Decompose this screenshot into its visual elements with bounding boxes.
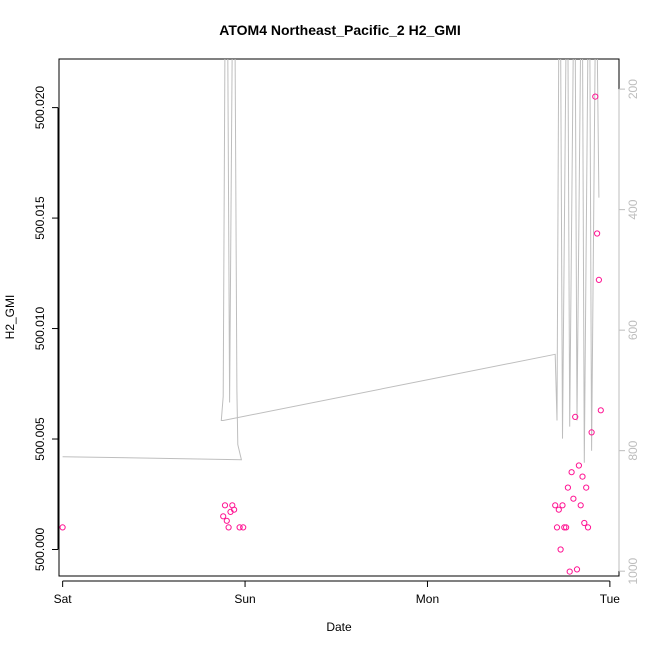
data-point	[581, 519, 588, 527]
data-point	[225, 524, 232, 531]
data-point	[555, 506, 562, 513]
chart-title: ATOM4 Northeast_Pacific_2 H2_GMI	[219, 22, 460, 38]
data-point	[231, 506, 238, 513]
data-point	[221, 502, 229, 509]
data-point	[583, 484, 590, 491]
y-tick-label: 500.015	[33, 196, 47, 240]
data-point	[592, 93, 599, 100]
data-point	[594, 230, 601, 237]
data-point	[579, 473, 586, 480]
data-point	[59, 524, 66, 531]
y-axis-label: H2_GMI	[3, 295, 17, 340]
data-point	[577, 502, 584, 509]
data-point	[597, 407, 604, 414]
data-point	[552, 502, 559, 509]
data-point	[223, 517, 230, 524]
line-series-layer	[62, 59, 600, 463]
y-right-tick-label: 400	[626, 199, 640, 219]
data-point	[553, 524, 561, 531]
data-point	[559, 502, 566, 509]
y-tick-label: 500.005	[33, 417, 47, 461]
x-tick-label: Sat	[54, 592, 73, 606]
x-tick-label: Mon	[416, 592, 439, 606]
y-right-tick-label: 600	[626, 320, 640, 340]
x-tick-label: Sun	[234, 592, 255, 606]
x-axis-label: Date	[326, 620, 352, 634]
data-point	[584, 524, 592, 531]
plot-area	[58, 58, 620, 577]
data-point	[561, 524, 568, 531]
y-tick-label: 500.000	[33, 527, 47, 571]
line-series	[62, 59, 600, 463]
points-layer	[59, 93, 604, 575]
data-point	[566, 568, 573, 575]
data-point	[557, 546, 564, 553]
y-tick-label: 500.020	[33, 86, 47, 130]
data-point	[573, 566, 581, 573]
y-right-tick-label: 200	[626, 79, 640, 99]
y-axis-right: 200 400 600 800 1000	[618, 79, 640, 585]
data-point	[568, 469, 575, 476]
y-tick-label: 500.010	[33, 307, 47, 351]
data-point	[588, 429, 595, 436]
data-point	[563, 524, 570, 531]
y-axis-left: 500.000 500.005 500.010 500.015 500.020	[33, 86, 59, 571]
data-point	[564, 484, 572, 491]
data-point	[220, 513, 227, 520]
data-point	[572, 413, 579, 420]
data-point	[595, 276, 603, 283]
y-right-tick-label: 800	[626, 440, 640, 460]
data-point	[240, 524, 247, 531]
y-right-tick-label: 1000	[626, 558, 640, 585]
x-axis: Sat Sun Mon Tue	[54, 580, 621, 606]
x-tick-label: Tue	[600, 592, 621, 606]
data-point	[236, 524, 243, 531]
data-point	[575, 462, 583, 469]
data-point	[570, 495, 577, 502]
